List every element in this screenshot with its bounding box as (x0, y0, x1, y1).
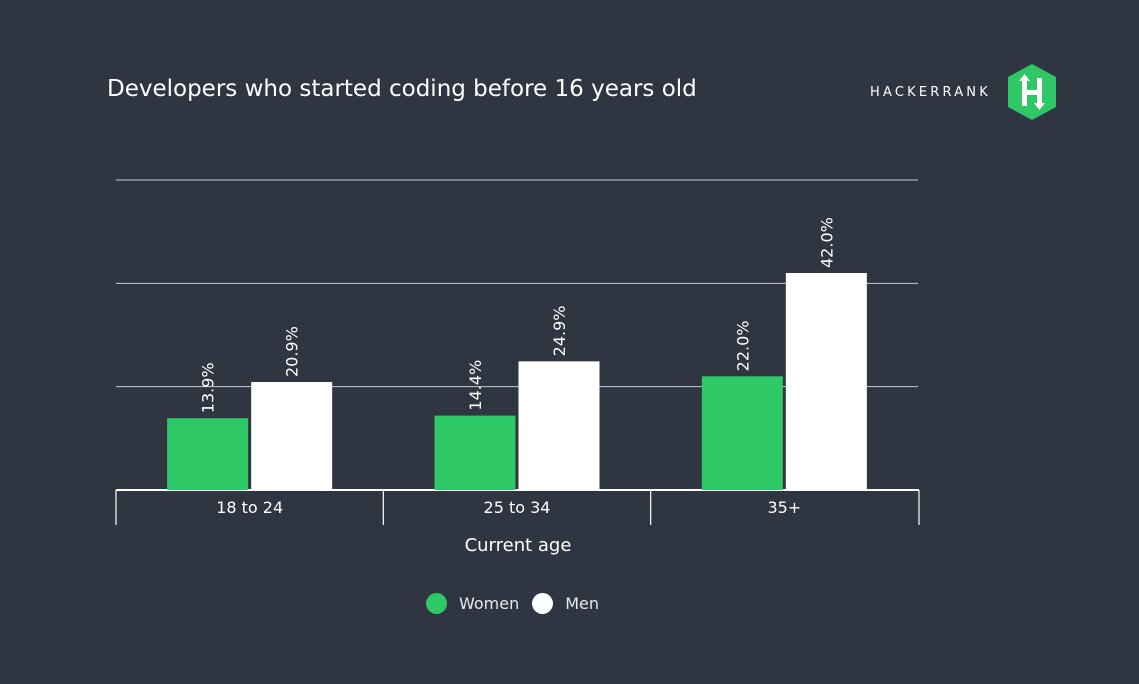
bar-women-2 (701, 376, 783, 490)
bar-women-1 (434, 415, 516, 490)
x-axis-title: Current age (465, 535, 572, 556)
data-label-women-1: 14.4% (466, 360, 485, 411)
data-label-men-2: 42.0% (817, 217, 836, 268)
bar-men-0 (251, 382, 333, 490)
bar-men-1 (518, 361, 600, 490)
data-label-men-0: 20.9% (283, 326, 302, 377)
legend-swatch-women (426, 593, 447, 614)
data-label-women-2: 22.0% (733, 321, 752, 372)
legend-item-women[interactable]: Women (426, 593, 519, 614)
bar-men-2 (785, 273, 867, 490)
x-tick-label-2: 35+ (767, 498, 801, 517)
legend-label-men: Men (565, 594, 600, 613)
legend-swatch-men (532, 593, 554, 614)
data-label-men-1: 24.9% (550, 306, 569, 357)
chart-title: Developers who started coding before 16 … (107, 76, 697, 102)
x-tick-label-1: 25 to 34 (484, 498, 551, 517)
legend-label-women: Women (459, 594, 520, 613)
legend-item-men[interactable]: Men (532, 593, 599, 614)
brand: HACKERRANK (870, 63, 1059, 121)
legend: Women Men (426, 593, 612, 614)
data-label-women-0: 13.9% (199, 362, 218, 413)
bar-women-0 (167, 418, 249, 490)
hackerrank-logo-icon (1007, 64, 1056, 120)
brand-name: HACKERRANK (870, 84, 991, 100)
x-tick-label-0: 18 to 24 (216, 498, 283, 517)
